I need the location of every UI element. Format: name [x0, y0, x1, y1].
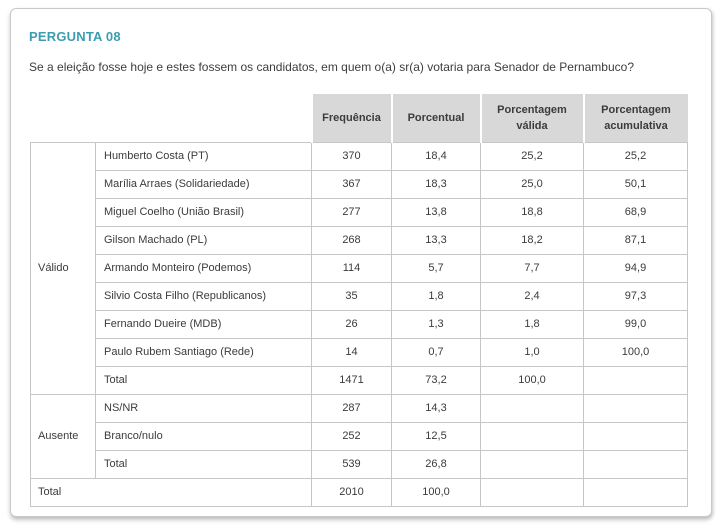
- question-text: Se a eleição fosse hoje e estes fossem o…: [29, 60, 634, 74]
- group-label-ausente: Ausente: [30, 393, 96, 479]
- frequency-cell: 277: [311, 197, 392, 227]
- cumulative-percent-cell: [583, 421, 688, 451]
- percent-cell: 12,5: [391, 421, 481, 451]
- cumulative-percent-cell: 87,1: [583, 225, 688, 255]
- cumulative-percent-cell: 97,3: [583, 281, 688, 311]
- category-cell: Marília Arraes (Solidariedade): [95, 169, 312, 199]
- table-row: Fernando Dueire (MDB) 26 1,3 1,8 99,0: [31, 309, 688, 339]
- category-cell: Miguel Coelho (União Brasil): [95, 197, 312, 227]
- table-row: Paulo Rubem Santiago (Rede) 14 0,7 1,0 1…: [31, 337, 688, 367]
- percent-cell: 5,7: [391, 253, 481, 283]
- cumulative-percent-cell: 100,0: [583, 337, 688, 367]
- column-header-porcentagem-valida: Porcentagem válida: [479, 94, 584, 142]
- category-cell: Silvio Costa Filho (Republicanos): [95, 281, 312, 311]
- percent-cell: 26,8: [391, 449, 481, 479]
- cumulative-percent-cell: [583, 449, 688, 479]
- percent-cell: 18,4: [391, 141, 481, 171]
- column-header-porcentagem-acumulativa: Porcentagem acumulativa: [582, 94, 688, 142]
- frequency-cell: 14: [311, 337, 392, 367]
- cumulative-percent-cell: 25,2: [583, 141, 688, 171]
- valid-percent-cell: [480, 393, 584, 423]
- percent-cell: 0,7: [391, 337, 481, 367]
- cumulative-percent-cell: 94,9: [583, 253, 688, 283]
- frequency-cell: 370: [311, 141, 392, 171]
- percent-cell: 1,8: [391, 281, 481, 311]
- table-row: Ausente NS/NR 287 14,3: [30, 393, 688, 479]
- percent-cell: 18,3: [391, 169, 481, 199]
- frequency-cell: 35: [311, 281, 392, 311]
- percent-cell: 73,2: [391, 365, 481, 395]
- category-cell: Humberto Costa (PT): [95, 141, 312, 171]
- frequency-cell: 252: [311, 421, 392, 451]
- frequency-cell: 287: [311, 393, 392, 423]
- header-corner-spacer: [31, 94, 312, 142]
- valid-percent-cell: 18,2: [480, 225, 584, 255]
- valid-percent-cell: 1,0: [480, 337, 584, 367]
- category-cell: Total: [95, 365, 312, 395]
- percent-cell: 1,3: [391, 309, 481, 339]
- frequency-cell: 539: [311, 449, 392, 479]
- report-card: PERGUNTA 08 Se a eleição fosse hoje e es…: [10, 8, 712, 517]
- table-row: Válido Humberto Costa (PT) 370 18,4 25,2…: [30, 141, 688, 395]
- frequency-cell: 268: [311, 225, 392, 255]
- cumulative-percent-cell: 68,9: [583, 197, 688, 227]
- category-cell: NS/NR: [95, 393, 312, 423]
- valid-percent-cell: 7,7: [480, 253, 584, 283]
- category-cell: Total: [95, 449, 312, 479]
- category-cell: Paulo Rubem Santiago (Rede): [95, 337, 312, 367]
- percent-cell: 13,8: [391, 197, 481, 227]
- cumulative-percent-cell: [583, 477, 688, 507]
- group-total-row: Total 539 26,8: [31, 449, 688, 479]
- table-row: Marília Arraes (Solidariedade) 367 18,3 …: [31, 169, 688, 199]
- frequency-cell: 114: [311, 253, 392, 283]
- group-label-valido: Válido: [30, 141, 96, 395]
- valid-percent-cell: [480, 421, 584, 451]
- cumulative-percent-cell: 50,1: [583, 169, 688, 199]
- cumulative-percent-cell: 99,0: [583, 309, 688, 339]
- header-row: Frequência Porcentual Porcentagem válida…: [31, 94, 688, 142]
- table-row: Armando Monteiro (Podemos) 114 5,7 7,7 9…: [31, 253, 688, 283]
- cumulative-percent-cell: [583, 393, 688, 423]
- valid-percent-cell: 25,2: [480, 141, 584, 171]
- valid-percent-cell: 25,0: [480, 169, 584, 199]
- valid-percent-cell: 18,8: [480, 197, 584, 227]
- category-cell: Gilson Machado (PL): [95, 225, 312, 255]
- frequency-cell: 367: [311, 169, 392, 199]
- table-row: Silvio Costa Filho (Republicanos) 35 1,8…: [31, 281, 688, 311]
- group-total-row: Total 1471 73,2 100,0: [31, 365, 688, 395]
- grand-total-label: Total: [30, 477, 312, 507]
- grand-total-row: Total 2010 100,0: [30, 477, 688, 507]
- frequency-cell: 1471: [311, 365, 392, 395]
- category-cell: Armando Monteiro (Podemos): [95, 253, 312, 283]
- percent-cell: 13,3: [391, 225, 481, 255]
- table-row: Gilson Machado (PL) 268 13,3 18,2 87,1: [31, 225, 688, 255]
- table-row: Branco/nulo 252 12,5: [31, 421, 688, 451]
- page-title: PERGUNTA 08: [29, 29, 121, 44]
- percent-cell: 14,3: [391, 393, 481, 423]
- results-table: Frequência Porcentual Porcentagem válida…: [30, 94, 688, 507]
- valid-percent-cell: [480, 477, 584, 507]
- category-cell: Branco/nulo: [95, 421, 312, 451]
- frequency-cell: 26: [311, 309, 392, 339]
- table-row: Miguel Coelho (União Brasil) 277 13,8 18…: [31, 197, 688, 227]
- category-cell: Fernando Dueire (MDB): [95, 309, 312, 339]
- valid-percent-cell: [480, 449, 584, 479]
- valid-percent-cell: 2,4: [480, 281, 584, 311]
- valid-percent-cell: 1,8: [480, 309, 584, 339]
- column-header-frequencia: Frequência: [310, 94, 392, 142]
- frequency-cell: 2010: [311, 477, 392, 507]
- cumulative-percent-cell: [583, 365, 688, 395]
- column-header-porcentual: Porcentual: [390, 94, 481, 142]
- percent-cell: 100,0: [391, 477, 481, 507]
- valid-percent-cell: 100,0: [480, 365, 584, 395]
